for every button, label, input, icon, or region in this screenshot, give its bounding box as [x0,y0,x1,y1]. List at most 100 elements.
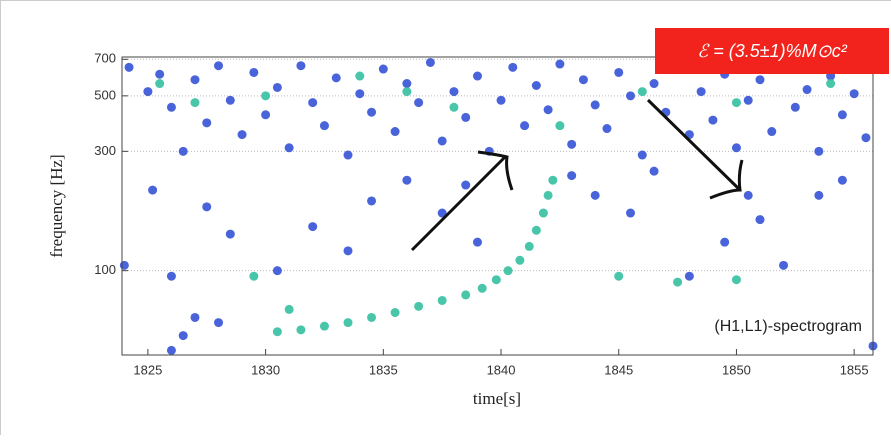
point [791,103,800,112]
point [544,191,553,200]
point [685,272,694,281]
point [650,79,659,88]
point [567,171,576,180]
point [755,215,764,224]
point [504,266,513,275]
point [626,209,635,218]
point [285,143,294,152]
point [614,272,623,281]
point [125,63,134,72]
point [391,127,400,136]
point [249,68,258,77]
point [732,143,741,152]
point [190,75,199,84]
point [544,105,553,114]
x-tick-label: 1855 [840,362,869,377]
point [273,83,282,92]
point [155,79,164,88]
point [744,191,753,200]
point [532,226,541,235]
point [497,96,506,105]
point [838,110,847,119]
y-axis-label: frequency [Hz] [47,154,66,257]
y-tick-label: 500 [94,87,116,102]
point [155,70,164,79]
energy-label: ℰ = (3.5±1)%M⊙c² [697,41,847,61]
point [179,331,188,340]
point [308,98,317,107]
point [744,96,753,105]
point [402,176,411,185]
point [492,275,501,284]
y-tick-label: 300 [94,143,116,158]
point [332,73,341,82]
point [226,96,235,105]
point [402,87,411,96]
point [461,290,470,299]
point [826,79,835,88]
point [344,246,353,255]
point [355,72,364,81]
point [214,61,223,70]
point [814,191,823,200]
point [755,75,764,84]
point [202,118,211,127]
point [190,98,199,107]
point [167,272,176,281]
point [167,346,176,355]
point [720,238,729,247]
x-tick-label: 1850 [722,362,751,377]
point [638,151,647,160]
point [779,261,788,270]
point [273,327,282,336]
point [838,176,847,185]
point [148,186,157,195]
point [508,63,517,72]
point [673,278,682,287]
point [525,242,534,251]
point [143,87,152,96]
x-tick-label: 1830 [251,362,280,377]
point [478,284,487,293]
point [167,103,176,112]
point [850,89,859,98]
x-axis-label: time[s] [473,389,521,408]
point [473,238,482,247]
point [614,68,623,77]
point [249,272,258,281]
x-tick-label: 1825 [133,362,162,377]
point [202,202,211,211]
point [767,127,776,136]
point [515,256,524,265]
point [708,116,717,125]
point [548,176,557,185]
point [814,147,823,156]
point [650,167,659,176]
point [426,58,435,67]
point [296,61,305,70]
point [591,191,600,200]
point [402,79,411,88]
point [261,91,270,100]
point [602,124,611,133]
point [438,136,447,145]
point [539,209,548,218]
point [555,60,564,69]
point [732,275,741,284]
plot-label: (H1,L1)-spectrogram [714,318,862,335]
y-tick-label: 700 [94,51,116,66]
point [803,85,812,94]
point [367,313,376,322]
point [285,305,294,314]
point [120,261,129,270]
point [520,121,529,130]
point [391,308,400,317]
point [861,133,870,142]
point [461,181,470,190]
y-tick-label: 100 [94,262,116,277]
point [273,266,282,275]
point [626,91,635,100]
point [697,87,706,96]
point [344,151,353,160]
